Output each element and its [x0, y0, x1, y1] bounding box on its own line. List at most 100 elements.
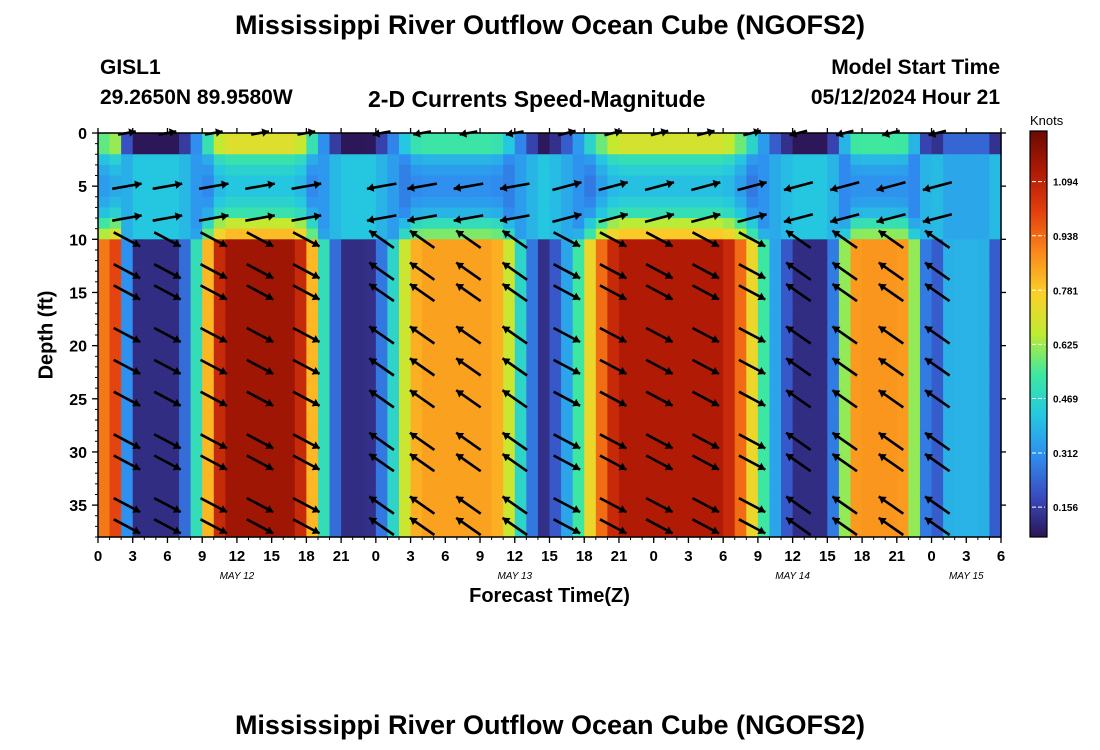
heat-cell — [98, 377, 111, 389]
current-vector — [153, 454, 182, 471]
heat-cell — [561, 292, 574, 304]
heat-cell — [769, 292, 782, 304]
heat-cell — [144, 164, 157, 177]
heat-cell — [850, 505, 863, 517]
heat-cell — [167, 292, 180, 304]
heat-cell — [850, 335, 863, 347]
heat-cell — [526, 345, 539, 357]
heat-cell — [977, 164, 991, 177]
heat-cell — [387, 409, 400, 421]
heat-cell — [653, 345, 666, 357]
heat-cell — [317, 377, 331, 389]
heat-cell — [375, 249, 389, 262]
heat-cell — [213, 441, 226, 453]
current-vector — [552, 454, 581, 471]
heat-cell — [202, 260, 215, 272]
heat-cell — [746, 154, 759, 166]
heat-cell — [213, 430, 226, 442]
heat-cell — [676, 186, 690, 198]
current-vector — [645, 326, 674, 344]
heat-cell — [931, 228, 944, 240]
heat-cell — [862, 249, 875, 262]
heat-cell — [375, 335, 389, 347]
heat-cell — [132, 345, 145, 357]
heat-cell — [433, 345, 446, 357]
heat-cell — [989, 207, 1002, 219]
heat-cell — [480, 313, 493, 325]
heat-cell — [723, 473, 736, 485]
heat-cell — [121, 133, 134, 145]
heat-cell — [167, 505, 180, 517]
heat-cell — [665, 249, 678, 262]
heat-cell — [283, 356, 296, 368]
heat-cell — [317, 218, 331, 230]
heat-cell — [456, 462, 470, 474]
heat-cell — [595, 441, 608, 453]
heat-cell — [306, 335, 319, 347]
heat-cell — [352, 483, 365, 496]
heat-cell — [630, 196, 643, 209]
heat-cell — [248, 494, 261, 506]
heat-cell — [896, 207, 909, 219]
heat-cell — [375, 526, 389, 538]
heat-cell — [862, 133, 875, 145]
heat-cell — [537, 398, 551, 411]
heat-cell — [989, 143, 1002, 155]
current-vector — [199, 496, 228, 514]
heat-cell — [700, 164, 713, 177]
heat-cell — [815, 462, 828, 474]
heat-cell — [468, 175, 481, 187]
heat-cell — [688, 133, 701, 145]
heat-cell — [456, 303, 470, 315]
heat-cell — [943, 175, 956, 187]
heat-cell — [271, 196, 284, 209]
heat-cell — [665, 388, 678, 400]
heat-cell — [121, 335, 134, 347]
heat-cell — [387, 505, 400, 517]
heat-cell — [653, 420, 666, 432]
heat-cell — [375, 196, 389, 209]
heat-cell — [700, 292, 713, 304]
heat-cell — [537, 473, 551, 485]
heat-cell — [815, 420, 828, 432]
heat-cell — [317, 451, 331, 464]
heat-cell — [468, 186, 481, 198]
heat-cell — [642, 335, 655, 347]
heat-cell — [966, 239, 979, 251]
heat-cell — [873, 356, 886, 368]
heat-cell — [144, 196, 157, 209]
heat-cell — [665, 196, 678, 209]
heat-cell — [410, 207, 423, 219]
heat-cell — [561, 483, 574, 496]
heat-cell — [271, 143, 284, 155]
heat-cell — [364, 345, 377, 357]
heat-cell — [838, 430, 852, 442]
heat-cell — [526, 313, 539, 325]
heat-cell — [341, 473, 354, 485]
heat-cell — [931, 218, 944, 230]
heat-cell — [433, 366, 446, 379]
current-vector — [785, 516, 812, 537]
heat-cell — [827, 228, 840, 240]
heat-cell — [700, 451, 713, 464]
heat-cell — [734, 218, 747, 230]
heat-cell — [306, 398, 319, 411]
heat-cell — [213, 494, 226, 506]
current-vector — [691, 496, 720, 514]
heat-cell — [827, 441, 840, 453]
heat-cell — [862, 228, 875, 240]
heat-cell — [977, 494, 991, 506]
heat-cell — [480, 356, 493, 368]
heat-cell — [688, 196, 701, 209]
heat-cell — [433, 271, 446, 283]
heat-cell — [896, 462, 909, 474]
heat-cell — [109, 441, 122, 453]
heat-cell — [862, 366, 875, 379]
heat-cell — [989, 409, 1002, 421]
heat-cell — [561, 313, 574, 325]
current-vector — [111, 180, 142, 191]
heat-cell — [248, 441, 261, 453]
heat-cell — [769, 526, 782, 538]
heat-cell — [954, 462, 967, 474]
heat-cell — [375, 462, 389, 474]
